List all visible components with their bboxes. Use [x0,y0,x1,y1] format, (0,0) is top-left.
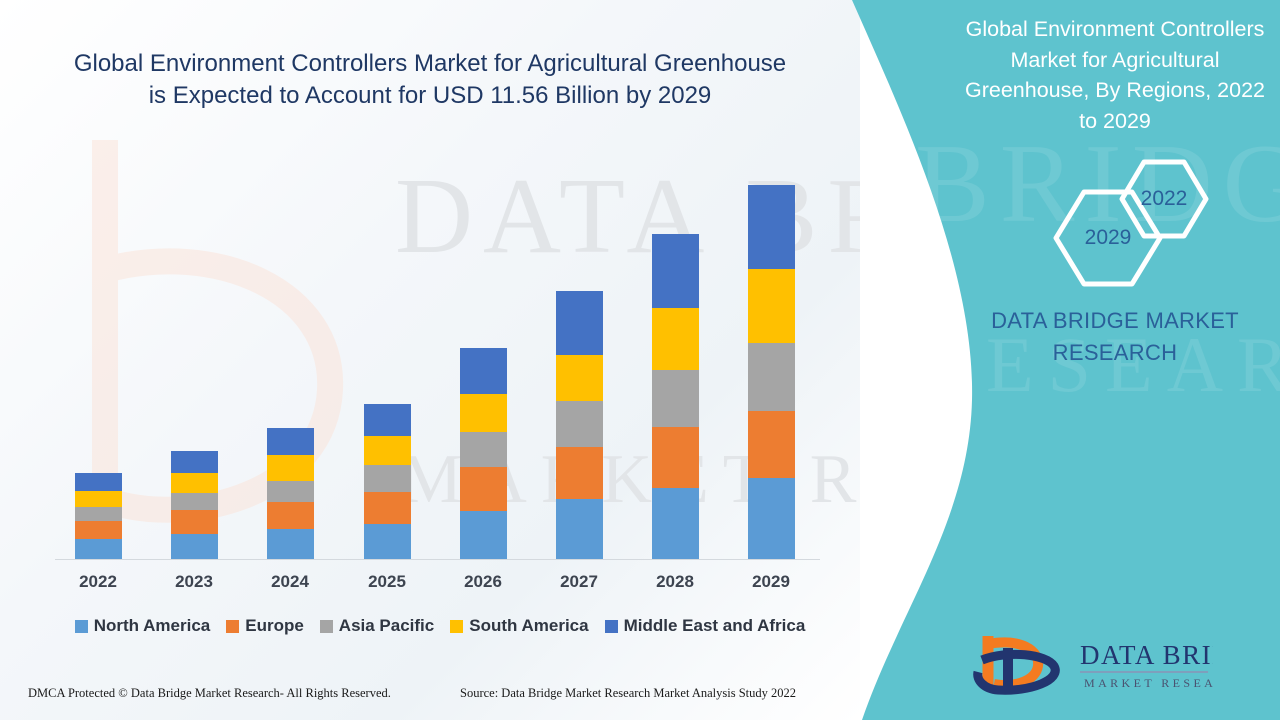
bar-segment [170,533,218,559]
chart-legend: North America Europe Asia Pacific South Ame… [55,616,825,636]
x-axis-line [55,559,820,560]
x-tick-2029: 2029 [752,572,790,591]
legend-swatch-icon [226,619,240,633]
x-tick-2028: 2028 [656,572,694,591]
legend-swatch-icon [74,619,88,633]
logo-secondary-text: MARKET RESEARCH [1084,676,1213,690]
bar-segment [459,393,507,433]
legend-label: North America [93,616,211,635]
hexagon-label-2029: 2029 [1084,226,1132,249]
bar-segment [747,477,795,559]
bar-segment [266,501,314,529]
legend-label: Europe [245,616,304,635]
legend-item: North America [74,616,211,636]
bar-segment [363,404,411,437]
bar-2029 [747,185,795,559]
chart-title: Global Environment Controllers Market fo… [73,50,787,110]
legend-label: Asia Pacific [338,616,435,635]
bar-segment [363,491,411,524]
bar-segment [459,467,507,511]
panel-content: BRIDGE RESEARCH Global Environment Contr… [915,0,1280,720]
bar-segment [651,487,699,559]
chart-panel: DATA BRIDGE MARKET RESEARCH Global Envir… [0,0,860,720]
bar-2027 [555,290,603,559]
bar-segment [747,185,795,270]
bar-segment [363,523,411,559]
bar-segment [266,480,314,502]
bar-2024 [266,428,314,559]
legend-item: Asia Pacific [319,616,435,636]
logo-primary-text: DATA BRIDGE [1080,640,1213,670]
x-tick-2022: 2022 [79,572,117,591]
bar-segment [555,290,603,356]
bar-segment [747,343,795,412]
bar-segment [74,506,122,521]
bar-2023 [170,451,218,559]
bar-segment [651,233,699,308]
bar-segment [74,490,122,507]
x-tick-2027: 2027 [560,572,598,591]
bar-segment [266,455,314,481]
x-tick-2025: 2025 [368,572,406,591]
bar-segment [459,510,507,559]
bar-segment [651,370,699,427]
bar-segment [363,436,411,466]
bar-segment [170,451,218,474]
data-bridge-logo-icon: DATA BRIDGE MARKET RESEARCH [973,636,1213,695]
bar-segment [459,347,507,394]
bar-segment [555,401,603,447]
bar-segment [74,472,122,491]
legend-swatch-icon [319,619,333,633]
x-tick-2026: 2026 [464,572,502,591]
bar-segment [266,528,314,559]
bar-2028 [651,233,699,559]
hexagon-icon [1119,159,1209,239]
legend-label: South America [469,616,589,635]
hexagon-badge-2029: 2029 [1052,188,1164,288]
legend-swatch-icon [450,619,464,633]
bar-2026 [459,347,507,559]
bar-segment [74,520,122,539]
bar-2022 [74,472,122,559]
bar-segment [747,411,795,478]
hexagon-badge-2022: 2022 [1118,158,1210,240]
bar-segment [170,493,218,511]
legend-label: Middle East and Africa [623,616,806,635]
footer-copyright: DMCA Protected © Data Bridge Market Rese… [28,686,391,700]
bar-segment [170,510,218,534]
bar-segment [747,269,795,344]
bar-2025 [363,404,411,559]
bar-segment [555,355,603,402]
hexagon-icon [1053,189,1163,287]
x-tick-2024: 2024 [271,572,309,591]
bar-segment [555,446,603,499]
hexagon-label-2022: 2022 [1140,187,1188,210]
panel-title: Global Environment Controllers Market fo… [964,17,1265,133]
bar-segment [651,426,699,488]
brand-name: DATA BRIDGE MARKET RESEARCH [991,308,1239,365]
x-tick-2023: 2023 [175,572,213,591]
bar-segment [363,465,411,492]
footer-source: Source: Data Bridge Market Research Mark… [460,686,797,700]
bar-segment [459,432,507,468]
legend-item: Middle East and Africa [604,616,806,636]
bar-segment [74,538,122,559]
legend-item: Europe [226,616,304,636]
bar-segment [555,498,603,559]
legend-swatch-icon [604,619,618,633]
bar-segment [651,307,699,371]
bar-segment [266,428,314,456]
legend-item: South America [450,616,589,636]
bar-segment [170,473,218,494]
